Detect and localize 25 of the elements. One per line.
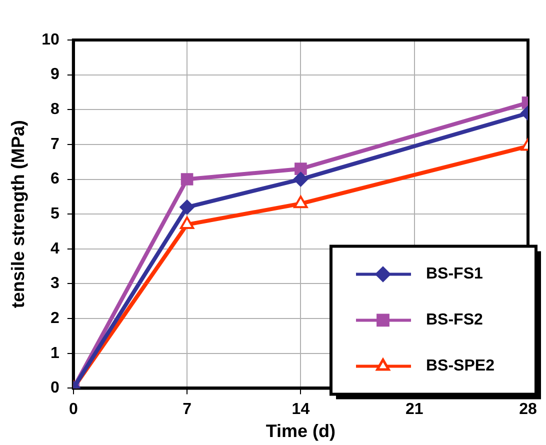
point (180, 173, 194, 186)
x-tick-label: 14 (292, 401, 310, 418)
x-axis-title: Time (d) (266, 421, 336, 442)
y-tick-label: 3 (50, 275, 60, 292)
point (180, 216, 194, 230)
y-tick-label: 4 (50, 240, 60, 258)
y-tick-label: 1 (50, 344, 60, 362)
y-tick-label: 7 (50, 136, 60, 153)
x-tick-label: 7 (182, 401, 192, 418)
x-tick-label: 21 (405, 401, 424, 418)
point (294, 196, 308, 208)
y-tick-label: 9 (50, 66, 60, 84)
y-tick-label: 2 (50, 310, 60, 327)
y-tick-label: 5 (50, 206, 60, 223)
y-tick-label: 8 (50, 101, 60, 118)
point (294, 162, 307, 175)
legend-label: BS-FS1 (426, 266, 483, 283)
y-tick-label: 0 (50, 380, 60, 397)
y-tick-label: 10 (42, 31, 60, 48)
legend-label: BS-SPE2 (426, 358, 495, 375)
legend-label: BS-FS2 (426, 312, 483, 329)
x-tick-label: 0 (68, 401, 78, 418)
x-tick-label: 28 (519, 401, 537, 418)
y-axis-title: tensile strength (MPa) (8, 120, 28, 308)
y-tick-label: 6 (50, 170, 60, 188)
